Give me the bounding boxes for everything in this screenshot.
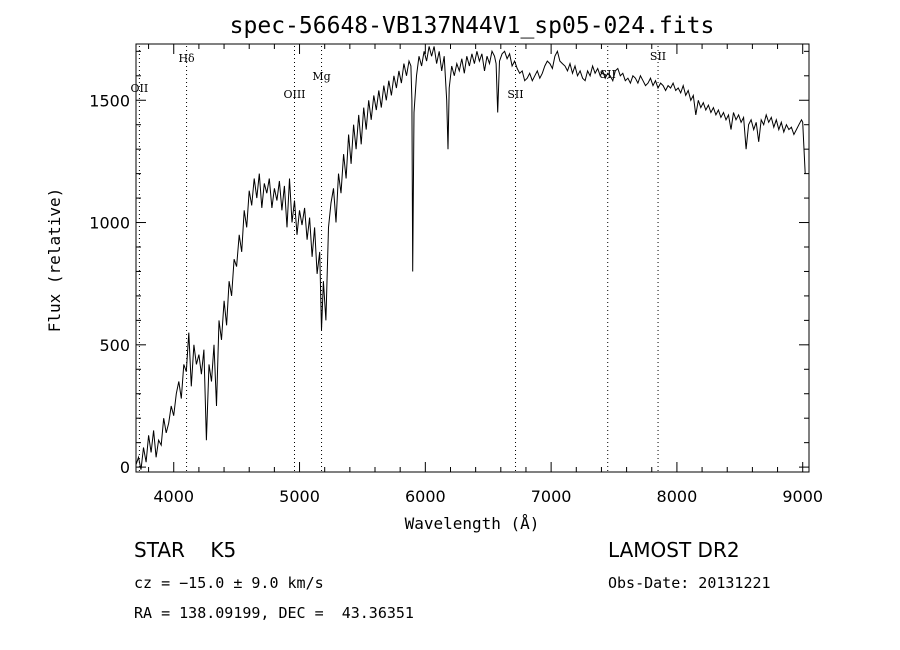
x-tick-label: 4000 [153, 487, 194, 506]
y-tick-label: 1000 [89, 214, 130, 233]
x-axis-label: Wavelength (Å) [405, 514, 540, 533]
x-tick-label: 7000 [531, 487, 572, 506]
emission-line-label: Hδ [178, 52, 195, 65]
x-tick-label: 6000 [405, 487, 446, 506]
emission-line-label: OIII [283, 88, 305, 101]
y-axis-label: Flux (relative) [45, 188, 64, 333]
y-tick-label: 500 [99, 336, 130, 355]
emission-line-label: Mg [312, 70, 330, 83]
y-tick-label: 0 [120, 458, 130, 477]
x-tick-label: 8000 [657, 487, 698, 506]
chart-title: spec-56648-VB137N44V1_sp05-024.fits [230, 13, 715, 39]
spectrum-line [135, 46, 806, 470]
emission-line-label: SII [650, 50, 666, 63]
x-tick-label: 9000 [782, 487, 823, 506]
ra-dec-coordinates: RA = 138.09199, DEC = 43.36351 [134, 604, 414, 622]
emission-line-label: SII [507, 88, 523, 101]
x-tick-label: 5000 [279, 487, 320, 506]
object-class: STAR K5 [134, 538, 237, 562]
emission-line-label: OII [131, 82, 149, 95]
survey-name: LAMOST DR2 [608, 538, 740, 562]
plot-frame [135, 43, 810, 473]
y-tick-label: 1500 [89, 91, 130, 110]
redshift-cz: cz = −15.0 ± 9.0 km/s [134, 574, 324, 592]
observation-date: Obs-Date: 20131221 [608, 574, 771, 592]
